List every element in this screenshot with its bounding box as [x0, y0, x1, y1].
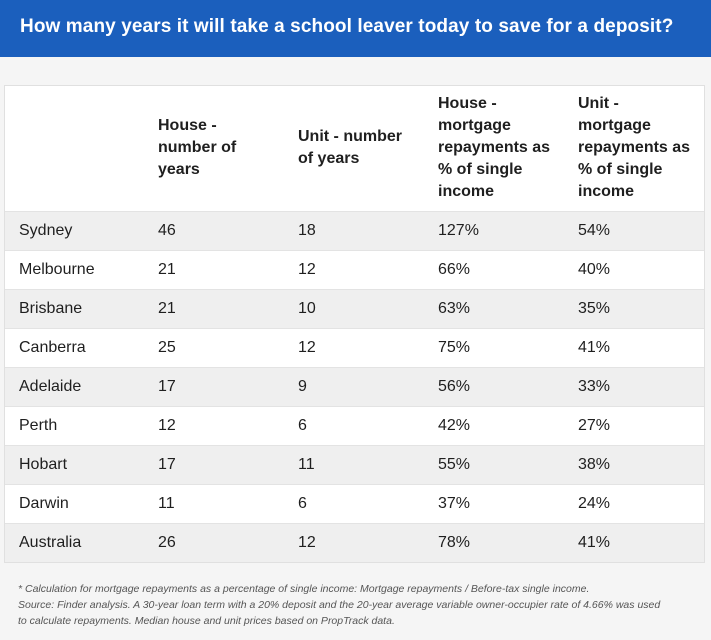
unit-repayment-cell: 27%	[564, 405, 704, 445]
unit-repayment-cell: 38%	[564, 444, 704, 484]
data-table: House - number of years Unit - number of…	[5, 86, 704, 562]
house-repayment-cell: 78%	[424, 522, 564, 562]
unit-years-cell: 12	[284, 249, 424, 289]
table-row: Perth 12 6 42% 27%	[5, 405, 704, 445]
city-cell: Perth	[5, 405, 144, 445]
unit-years-cell: 12	[284, 327, 424, 367]
unit-repayment-cell: 24%	[564, 483, 704, 523]
unit-years-cell: 18	[284, 210, 424, 250]
city-cell: Canberra	[5, 327, 144, 367]
unit-years-cell: 12	[284, 522, 424, 562]
unit-years-cell: 6	[284, 405, 424, 445]
unit-repayment-cell: 35%	[564, 288, 704, 328]
city-cell: Sydney	[5, 210, 144, 250]
column-header-house-years: House - number of years	[158, 117, 237, 179]
unit-repayment-cell: 54%	[564, 210, 704, 250]
data-table-container: House - number of years Unit - number of…	[4, 85, 705, 563]
footnote-source-line-1: Source: Finder analysis. A 30-year loan …	[18, 599, 661, 611]
chart-title: How many years it will take a school lea…	[0, 0, 711, 57]
unit-years-cell: 11	[284, 444, 424, 484]
house-years-cell: 26	[144, 522, 284, 562]
city-cell: Brisbane	[5, 288, 144, 328]
city-cell: Melbourne	[5, 249, 144, 289]
house-repayment-cell: 56%	[424, 366, 564, 406]
house-repayment-cell: 127%	[424, 210, 564, 250]
table-row: Hobart 17 11 55% 38%	[5, 444, 704, 484]
footnote-calculation: * Calculation for mortgage repayments as…	[18, 583, 590, 595]
unit-repayment-cell: 41%	[564, 522, 704, 562]
table-row: Adelaide 17 9 56% 33%	[5, 366, 704, 406]
house-years-cell: 21	[144, 288, 284, 328]
house-repayment-cell: 55%	[424, 444, 564, 484]
column-header-unit-years: Unit - number of years	[298, 128, 402, 168]
house-years-cell: 25	[144, 327, 284, 367]
column-header-house-repayments: House - mortgage repayments as % of sing…	[438, 95, 551, 201]
unit-repayment-cell: 40%	[564, 249, 704, 289]
unit-years-cell: 10	[284, 288, 424, 328]
unit-years-cell: 6	[284, 483, 424, 523]
unit-repayment-cell: 33%	[564, 366, 704, 406]
footnote-source-line-2: to calculate repayments. Median house an…	[18, 615, 395, 627]
house-years-cell: 17	[144, 366, 284, 406]
house-repayment-cell: 37%	[424, 483, 564, 523]
table-row: Brisbane 21 10 63% 35%	[5, 288, 704, 328]
unit-years-cell: 9	[284, 366, 424, 406]
table-row: Canberra 25 12 75% 41%	[5, 327, 704, 367]
house-repayment-cell: 75%	[424, 327, 564, 367]
column-header-city	[5, 86, 144, 211]
unit-repayment-cell: 41%	[564, 327, 704, 367]
city-cell: Australia	[5, 522, 144, 562]
table-body: Sydney 46 18 127% 54% Melbourne 21 12 66% 40% Bris…	[5, 210, 704, 562]
house-repayment-cell: 42%	[424, 405, 564, 445]
column-header-unit-repayments: Unit - mortgage repayments as % of singl…	[578, 95, 691, 201]
table-card: House - number of years Unit - number of…	[0, 57, 711, 640]
city-cell: Hobart	[5, 444, 144, 484]
table-row: Australia 26 12 78% 41%	[5, 522, 704, 562]
table-row: Melbourne 21 12 66% 40%	[5, 249, 704, 289]
house-years-cell: 21	[144, 249, 284, 289]
table-row: Darwin 11 6 37% 24%	[5, 483, 704, 523]
house-years-cell: 11	[144, 483, 284, 523]
table-header-row: House - number of years Unit - number of…	[5, 86, 704, 211]
house-years-cell: 46	[144, 210, 284, 250]
city-cell: Darwin	[5, 483, 144, 523]
footnote: * Calculation for mortgage repayments as…	[18, 581, 698, 629]
house-years-cell: 17	[144, 444, 284, 484]
house-repayment-cell: 66%	[424, 249, 564, 289]
house-repayment-cell: 63%	[424, 288, 564, 328]
house-years-cell: 12	[144, 405, 284, 445]
table-row: Sydney 46 18 127% 54%	[5, 210, 704, 250]
city-cell: Adelaide	[5, 366, 144, 406]
